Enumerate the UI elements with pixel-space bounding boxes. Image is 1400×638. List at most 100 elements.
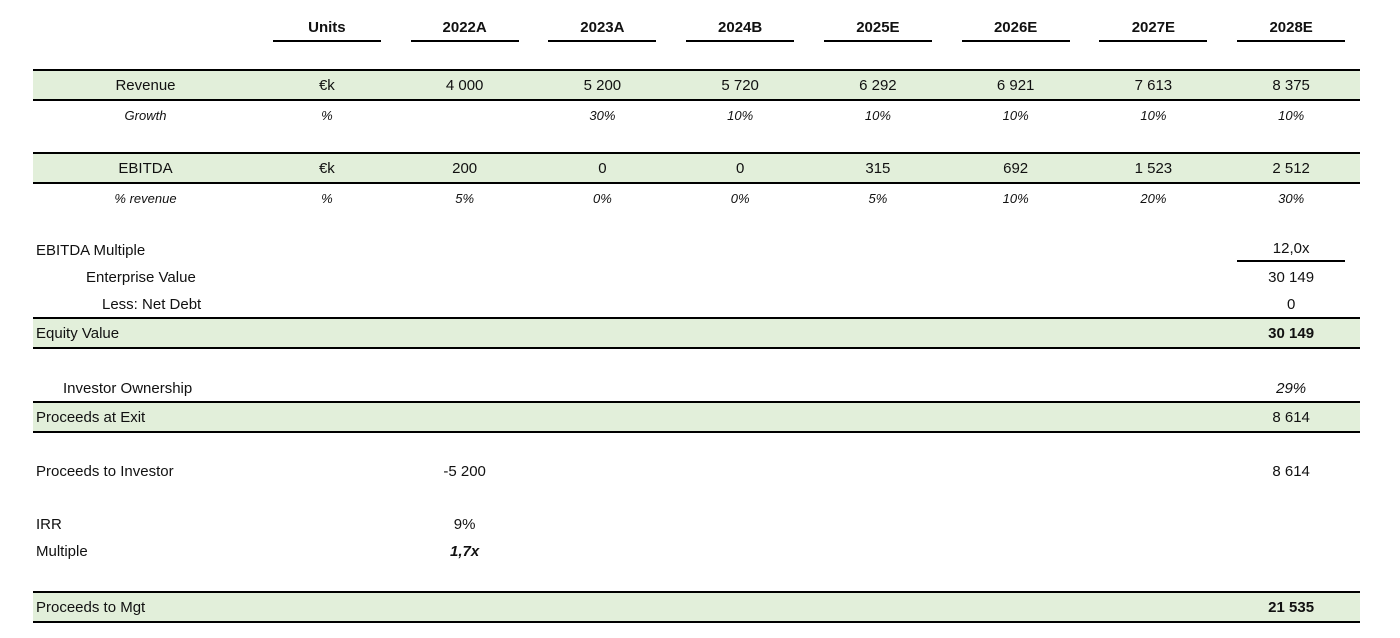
cell-2022a: 9% — [453, 515, 476, 533]
row-label: EBITDA Multiple — [36, 242, 146, 259]
cell: 10% — [1002, 107, 1029, 123]
row-label: Equity Value — [33, 317, 258, 349]
column-header-2028e: 2028E — [1222, 0, 1360, 42]
column-header-label: 2026E — [961, 19, 1070, 42]
empty-cells — [534, 510, 1361, 538]
spacer — [33, 485, 1360, 510]
cell: 10% — [1140, 107, 1167, 123]
row-label: IRR — [36, 515, 62, 533]
column-header-label: 2027E — [1099, 19, 1208, 42]
row-ebitda-multiple: EBITDA Multiple 12,0x — [33, 237, 1360, 264]
cell-2028e: 30 149 — [1268, 269, 1315, 286]
cell — [396, 100, 534, 129]
empty-cells — [258, 375, 1222, 402]
column-header-2023a: 2023A — [534, 0, 672, 42]
cell: 30% — [1278, 190, 1305, 206]
row-proceeds-at-exit: Proceeds at Exit 8 614 — [33, 401, 1360, 433]
cell-units: €k — [258, 152, 396, 184]
cell-units: €k — [258, 69, 396, 101]
row-label: Proceeds at Exit — [33, 401, 258, 433]
row-label: % revenue — [114, 190, 177, 206]
cell: 10% — [1278, 107, 1305, 123]
cell-2022a: 1,7x — [450, 543, 480, 560]
row-equity-value: Equity Value 30 149 — [33, 317, 1360, 349]
row-proceeds-to-mgt: Proceeds to Mgt 21 535 — [33, 591, 1360, 623]
column-header-label: Units — [272, 19, 381, 42]
row-label: Growth — [124, 107, 167, 123]
row-label: Multiple — [36, 543, 88, 560]
cell-2028e: 8 614 — [1272, 462, 1310, 480]
row-label: Investor Ownership — [63, 379, 193, 397]
column-header-units: Units — [258, 0, 396, 42]
row-less-net-debt: Less: Net Debt 0 — [33, 291, 1360, 318]
row-investor-ownership: Investor Ownership 29% — [33, 375, 1360, 402]
empty-cells — [258, 291, 1222, 318]
column-header-2027e: 2027E — [1085, 0, 1223, 42]
cell: 30% — [589, 107, 616, 123]
cell-2028e: 8 614 — [1222, 401, 1360, 433]
spacer — [33, 212, 1360, 237]
row-revenue: Revenue €k 4 000 5 200 5 720 6 292 6 921… — [33, 69, 1360, 101]
header-empty-corner — [33, 0, 258, 42]
column-header-2022a: 2022A — [396, 0, 534, 42]
column-header-2025e: 2025E — [809, 0, 947, 42]
row-ebitda-pct-revenue: % revenue % 5% 0% 0% 5% 10% 20% 30% — [33, 183, 1360, 212]
cell: 6 921 — [946, 69, 1085, 101]
cell-2028e: 12,0x — [1222, 237, 1360, 264]
column-header-2026e: 2026E — [947, 0, 1085, 42]
cell: 315 — [809, 152, 947, 184]
cell: 200 — [395, 152, 534, 184]
row-enterprise-value: Enterprise Value 30 149 — [33, 264, 1360, 291]
underlined-value: 12,0x — [1237, 240, 1346, 262]
cell: 8 375 — [1222, 69, 1360, 101]
empty-cells — [258, 401, 1223, 433]
empty-cells — [534, 538, 1361, 565]
cell: 5% — [868, 190, 888, 206]
cell: 0 — [671, 152, 809, 184]
column-header-2024b: 2024B — [671, 0, 809, 42]
spacer — [33, 42, 1360, 70]
row-label: Less: Net Debt — [102, 295, 202, 313]
spacer — [33, 129, 1360, 153]
cell: 7 613 — [1084, 69, 1223, 101]
cell: 10% — [1002, 190, 1029, 206]
spacer — [33, 348, 1360, 375]
cell: 0 — [533, 152, 672, 184]
row-proceeds-to-investor: Proceeds to Investor -5 200 8 614 — [33, 457, 1360, 485]
cell-2028e: 0 — [1286, 295, 1296, 313]
empty-cells — [258, 591, 1223, 623]
cell: 10% — [727, 107, 754, 123]
cell-2022a: -5 200 — [443, 462, 486, 480]
row-label: Proceeds to Mgt — [33, 591, 258, 623]
cell: 692 — [946, 152, 1085, 184]
empty-cell — [258, 538, 396, 565]
cell: 1 523 — [1084, 152, 1223, 184]
cell: 5% — [455, 190, 475, 206]
cell: 4 000 — [395, 69, 534, 101]
cell: 5 200 — [533, 69, 672, 101]
column-header-label: 2028E — [1237, 19, 1346, 42]
row-label: Enterprise Value — [86, 269, 196, 286]
row-label: EBITDA — [33, 152, 258, 184]
column-header-label: 2024B — [686, 19, 795, 42]
empty-cell — [258, 510, 396, 538]
row-growth: Growth % 30% 10% 10% 10% 10% 10% — [33, 100, 1360, 129]
row-irr: IRR 9% — [33, 510, 1360, 538]
cell: 10% — [864, 107, 891, 123]
cell: 2 512 — [1222, 152, 1360, 184]
empty-cells — [258, 264, 1222, 291]
empty-cells — [534, 457, 1223, 485]
cell-2028e: 30 149 — [1222, 317, 1360, 349]
row-label: Proceeds to Investor — [36, 462, 174, 480]
row-ebitda: EBITDA €k 200 0 0 315 692 1 523 2 512 — [33, 152, 1360, 184]
header-row: Units 2022A 2023A 2024B 2025E 2026E 2027… — [33, 0, 1360, 42]
empty-cell — [258, 457, 396, 485]
cell: 6 292 — [809, 69, 947, 101]
column-header-label: 2025E — [823, 19, 932, 42]
empty-cells — [258, 237, 1222, 264]
cell: 5 720 — [671, 69, 809, 101]
cell: 20% — [1140, 190, 1167, 206]
cell-2028e: 21 535 — [1222, 591, 1360, 623]
spacer — [33, 565, 1360, 592]
